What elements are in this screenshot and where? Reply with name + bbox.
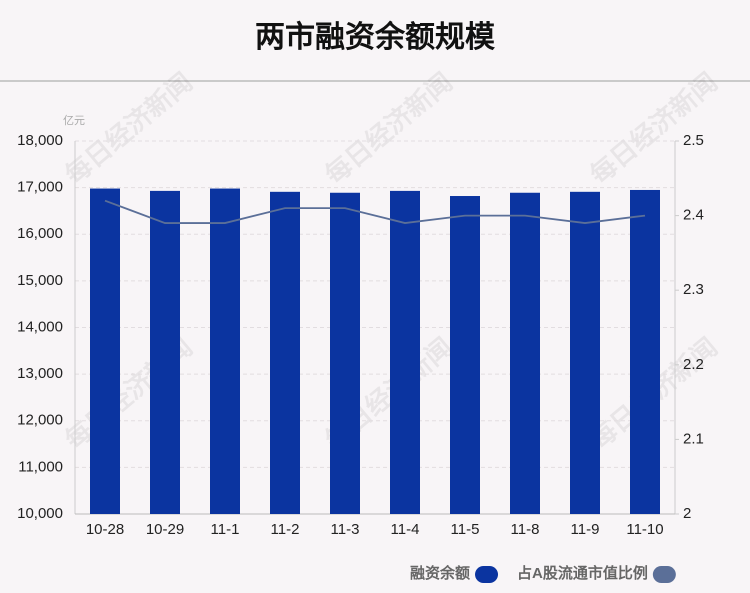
y-tick-label: 16,000 [17, 225, 63, 242]
bar [270, 191, 300, 515]
bar [630, 189, 660, 515]
legend-swatch [475, 566, 499, 583]
bar [150, 190, 180, 515]
y-tick-label: 15,000 [17, 272, 63, 289]
x-tick-label: 10-29 [146, 521, 184, 538]
y-tick-label: 18,000 [17, 132, 63, 149]
bar [330, 192, 360, 514]
legend-swatch [652, 566, 676, 583]
y-tick-label: 14,000 [17, 318, 63, 335]
x-tick-label: 11-2 [271, 521, 300, 538]
bar [90, 188, 120, 514]
y-tick-label: 13,000 [17, 365, 63, 382]
bar [510, 192, 540, 514]
y-tick-label: 11,000 [18, 458, 63, 475]
x-tick-label: 11-9 [571, 521, 600, 538]
line [104, 199, 646, 224]
bar [450, 196, 480, 514]
x-tick-label: 11-10 [626, 521, 663, 538]
x-tick-label: 11-4 [391, 521, 420, 538]
y2-tick-label: 2 [683, 505, 691, 522]
y-tick-label: 10,000 [17, 505, 63, 522]
legend-label: 融资余额 [410, 564, 470, 582]
legend-label: 占A股流通市值比例 [517, 564, 648, 582]
y2-tick-label: 2.4 [683, 207, 704, 224]
bar [570, 191, 600, 515]
bar [210, 188, 240, 514]
y2-tick-label: 2.1 [683, 430, 704, 447]
x-tick-label: 11-1 [211, 521, 240, 538]
x-tick-label: 11-5 [451, 521, 480, 538]
y-unit: 亿元 [63, 114, 85, 127]
y2-tick-label: 2.3 [683, 281, 704, 298]
x-tick-label: 10-28 [86, 521, 124, 538]
y-tick-label: 12,000 [17, 412, 63, 429]
x-tick-label: 11-8 [511, 521, 540, 538]
y-tick-label: 17,000 [17, 179, 63, 196]
x-tick-label: 11-3 [331, 521, 360, 538]
bar [390, 190, 420, 515]
y2-tick-label: 2.5 [683, 132, 704, 149]
chart-title: 两市融资余额规模 [255, 20, 495, 54]
y2-tick-label: 2.2 [683, 356, 704, 373]
